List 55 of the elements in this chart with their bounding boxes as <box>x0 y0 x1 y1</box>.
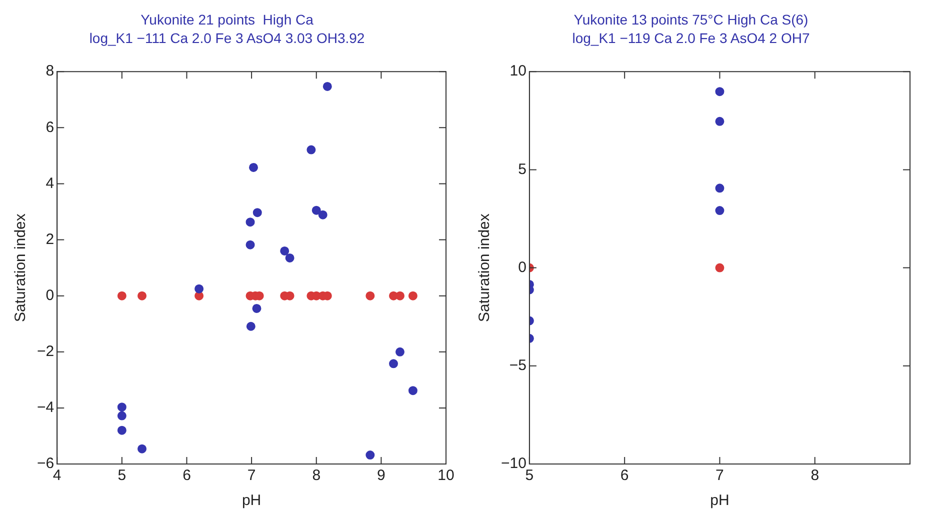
point <box>248 162 258 172</box>
point <box>395 347 404 356</box>
y-tick-label: −5 <box>509 357 526 374</box>
point <box>280 246 290 256</box>
point <box>322 82 332 91</box>
x-axis-title: pH <box>242 492 262 510</box>
y-tick-label: 8 <box>46 62 54 80</box>
point <box>252 304 262 313</box>
y-tick-label: 4 <box>46 174 54 192</box>
point <box>246 322 256 331</box>
chart-subtitle: log_K1 −119 Ca 2.0 Fe 3 AsO4 2 OH7 <box>572 30 810 46</box>
point <box>318 210 328 220</box>
y-tick-label: 5 <box>518 160 526 178</box>
x-tick-label: 8 <box>810 467 820 484</box>
chart-subtitle: log_K1 −111 Ca 2.0 Fe 3 AsO4 3.03 OH3.92 <box>89 30 365 46</box>
x-tick-label: 6 <box>620 467 629 484</box>
x-tick-label: 10 <box>438 467 454 484</box>
x-tick-label: 5 <box>118 467 126 484</box>
point <box>366 450 375 460</box>
point <box>194 284 204 294</box>
point <box>138 444 147 454</box>
x-axis-title: pH <box>710 492 730 510</box>
point <box>246 240 255 250</box>
point <box>408 386 418 396</box>
y-tick-label: 0 <box>46 286 54 304</box>
y-axis-title: Saturation index <box>12 213 30 322</box>
point <box>246 218 255 227</box>
point <box>117 402 126 412</box>
point <box>389 359 398 368</box>
point <box>312 206 321 215</box>
y-tick-label: −4 <box>36 399 54 416</box>
x-tick-label: 8 <box>312 467 321 484</box>
x-tick-label: 9 <box>377 467 386 484</box>
point <box>117 411 126 420</box>
point <box>138 291 147 300</box>
y-tick-label: 6 <box>46 118 54 136</box>
x-tick-label: 7 <box>716 467 724 484</box>
y-tick-label: 2 <box>46 230 54 248</box>
point <box>117 426 126 435</box>
point <box>306 145 316 154</box>
point <box>252 208 262 218</box>
x-tick-label: 7 <box>247 467 256 484</box>
y-tick-label: −2 <box>36 343 54 360</box>
y-tick-label: 0 <box>518 258 526 276</box>
chart-title: Yukonite 21 points High Ca <box>140 11 314 28</box>
y-tick-label: −6 <box>36 455 54 472</box>
y-axis-title: Saturation index <box>476 213 494 322</box>
point <box>408 291 418 300</box>
chart-title: Yukonite 13 points 75°C High Ca S(6) <box>574 11 808 28</box>
x-tick-label: 6 <box>182 467 191 484</box>
y-tick-label: −10 <box>500 455 526 472</box>
point <box>117 291 126 300</box>
y-tick-label: 10 <box>510 62 526 80</box>
point <box>285 253 294 262</box>
point <box>366 291 375 300</box>
